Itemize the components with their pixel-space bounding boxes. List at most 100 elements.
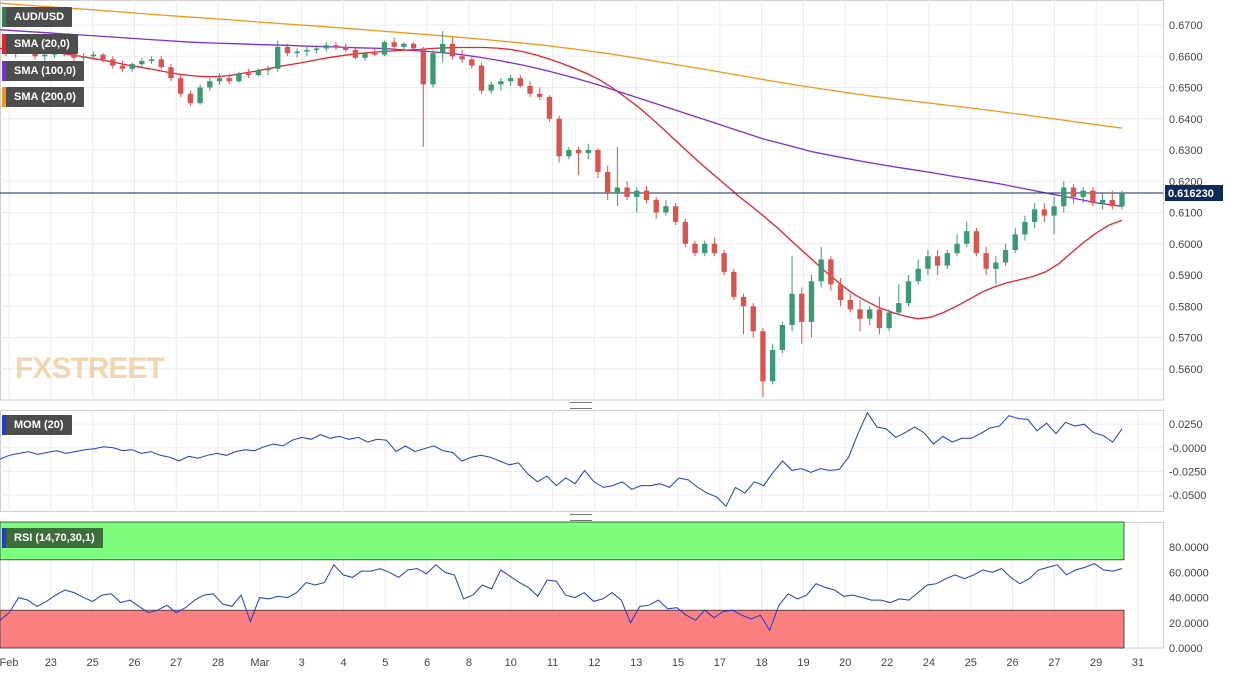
mom-legend[interactable]: MOM (20) — [2, 415, 72, 435]
candle-body — [498, 81, 504, 85]
candle-body — [702, 243, 708, 254]
x-tick-label: 29 — [1090, 657, 1102, 669]
x-tick-label: 28 — [212, 657, 224, 669]
candle-body — [915, 268, 921, 282]
candle-body — [1119, 193, 1125, 207]
x-tick-label: 20 — [839, 657, 851, 669]
x-tick-label: 12 — [588, 657, 600, 669]
candle-body — [993, 262, 999, 269]
candle-body — [372, 53, 378, 55]
candle-body — [1051, 206, 1057, 216]
candle-body — [624, 187, 630, 197]
candle-body — [643, 190, 650, 200]
candle-body — [148, 59, 155, 61]
candle-body — [139, 60, 145, 65]
candle-body — [90, 54, 97, 57]
candle-body — [333, 45, 339, 47]
rsi-y-tick-label: 0.0000 — [1169, 643, 1203, 655]
symbol-label[interactable]: AUD/USD — [2, 7, 73, 27]
sma200-legend[interactable]: SMA (200,0) — [2, 87, 84, 107]
candle-body — [226, 78, 232, 82]
candle-body — [808, 281, 815, 322]
x-tick-label: 31 — [1132, 657, 1144, 669]
x-tick-label: 27 — [170, 657, 182, 669]
candle-body — [517, 78, 523, 86]
candle-body — [896, 303, 902, 313]
candle-body — [352, 50, 359, 58]
candle-body — [847, 300, 853, 310]
sma200-legend-text: SMA (200,0) — [14, 91, 76, 103]
x-tick-label: 24 — [923, 657, 935, 669]
x-tick-label: 5 — [382, 657, 388, 669]
x-tick-label: 22 — [881, 657, 893, 669]
candle-body — [168, 67, 174, 79]
x-tick-label: 4 — [340, 657, 346, 669]
x-tick-label: 13 — [630, 657, 642, 669]
price-y-tick-label: 0.5800 — [1169, 301, 1203, 313]
candle-body — [634, 190, 640, 197]
price-y-tick-label: 0.6700 — [1169, 20, 1203, 32]
sma200-line — [0, 2, 1123, 129]
x-tick-label: 27 — [1048, 657, 1060, 669]
candle-body — [1099, 200, 1106, 204]
candle-body — [1031, 209, 1038, 222]
candle-body — [1002, 250, 1009, 263]
candle-body — [110, 59, 116, 66]
x-tick-label: 25 — [87, 657, 99, 669]
x-tick-label: Feb — [0, 657, 18, 669]
rsi-legend[interactable]: RSI (14,70,30,1) — [2, 528, 103, 548]
candle-body — [760, 331, 766, 382]
candle-body — [469, 59, 475, 66]
candle-body — [236, 73, 242, 82]
candle-body — [275, 46, 281, 69]
rsi-y-tick-label: 40.0000 — [1169, 593, 1209, 605]
x-tick-label: 17 — [714, 657, 726, 669]
candle-body — [42, 54, 48, 57]
mom-y-tick-label: -0.0000 — [1169, 443, 1206, 455]
pane-resize-handle-mom[interactable] — [570, 402, 592, 409]
candle-body — [789, 293, 795, 325]
x-tick-label: 10 — [505, 657, 517, 669]
x-tick-label: 8 — [466, 657, 472, 669]
candle-body — [187, 93, 194, 104]
mom-y-tick-label: 0.0250 — [1169, 419, 1203, 431]
mom-pane-frame — [0, 410, 1164, 512]
sma20-legend[interactable]: SMA (20,0) — [2, 34, 78, 54]
candle-body — [876, 309, 883, 329]
candle-body — [313, 48, 320, 50]
candle-body — [391, 42, 397, 47]
candle-body — [459, 56, 465, 60]
price-y-tick-label: 0.6000 — [1169, 239, 1203, 251]
mom-legend-text: MOM (20) — [14, 419, 64, 431]
candle-body — [934, 256, 941, 266]
candle-body — [1041, 209, 1048, 216]
candle-body — [410, 43, 417, 49]
mom-line — [0, 411, 1123, 508]
rsi-y-tick-label: 60.0000 — [1169, 567, 1209, 579]
candle-body — [672, 206, 679, 222]
rsi-line — [0, 563, 1123, 632]
candle-body — [857, 309, 863, 319]
candle-body — [954, 243, 960, 254]
candle-body — [440, 43, 446, 54]
price-y-tick-label: 0.5600 — [1169, 364, 1203, 376]
x-tick-label: 19 — [797, 657, 809, 669]
candle-body — [867, 309, 873, 319]
candle-body — [818, 259, 824, 282]
sma100-legend[interactable]: SMA (100,0) — [2, 61, 84, 81]
candle-body — [265, 68, 271, 71]
candle-body — [566, 150, 572, 157]
candle-body — [973, 231, 980, 254]
candle-body — [100, 54, 106, 60]
candle-body — [449, 43, 456, 57]
candle-body — [362, 53, 368, 58]
price-y-tick-label: 0.5700 — [1169, 333, 1203, 345]
candle-body — [1109, 200, 1115, 207]
pane-resize-handle-rsi[interactable] — [570, 514, 592, 521]
candle-body — [420, 48, 426, 85]
candle-body — [614, 187, 621, 194]
x-tick-label: 3 — [299, 657, 305, 669]
candle-body — [342, 46, 349, 50]
